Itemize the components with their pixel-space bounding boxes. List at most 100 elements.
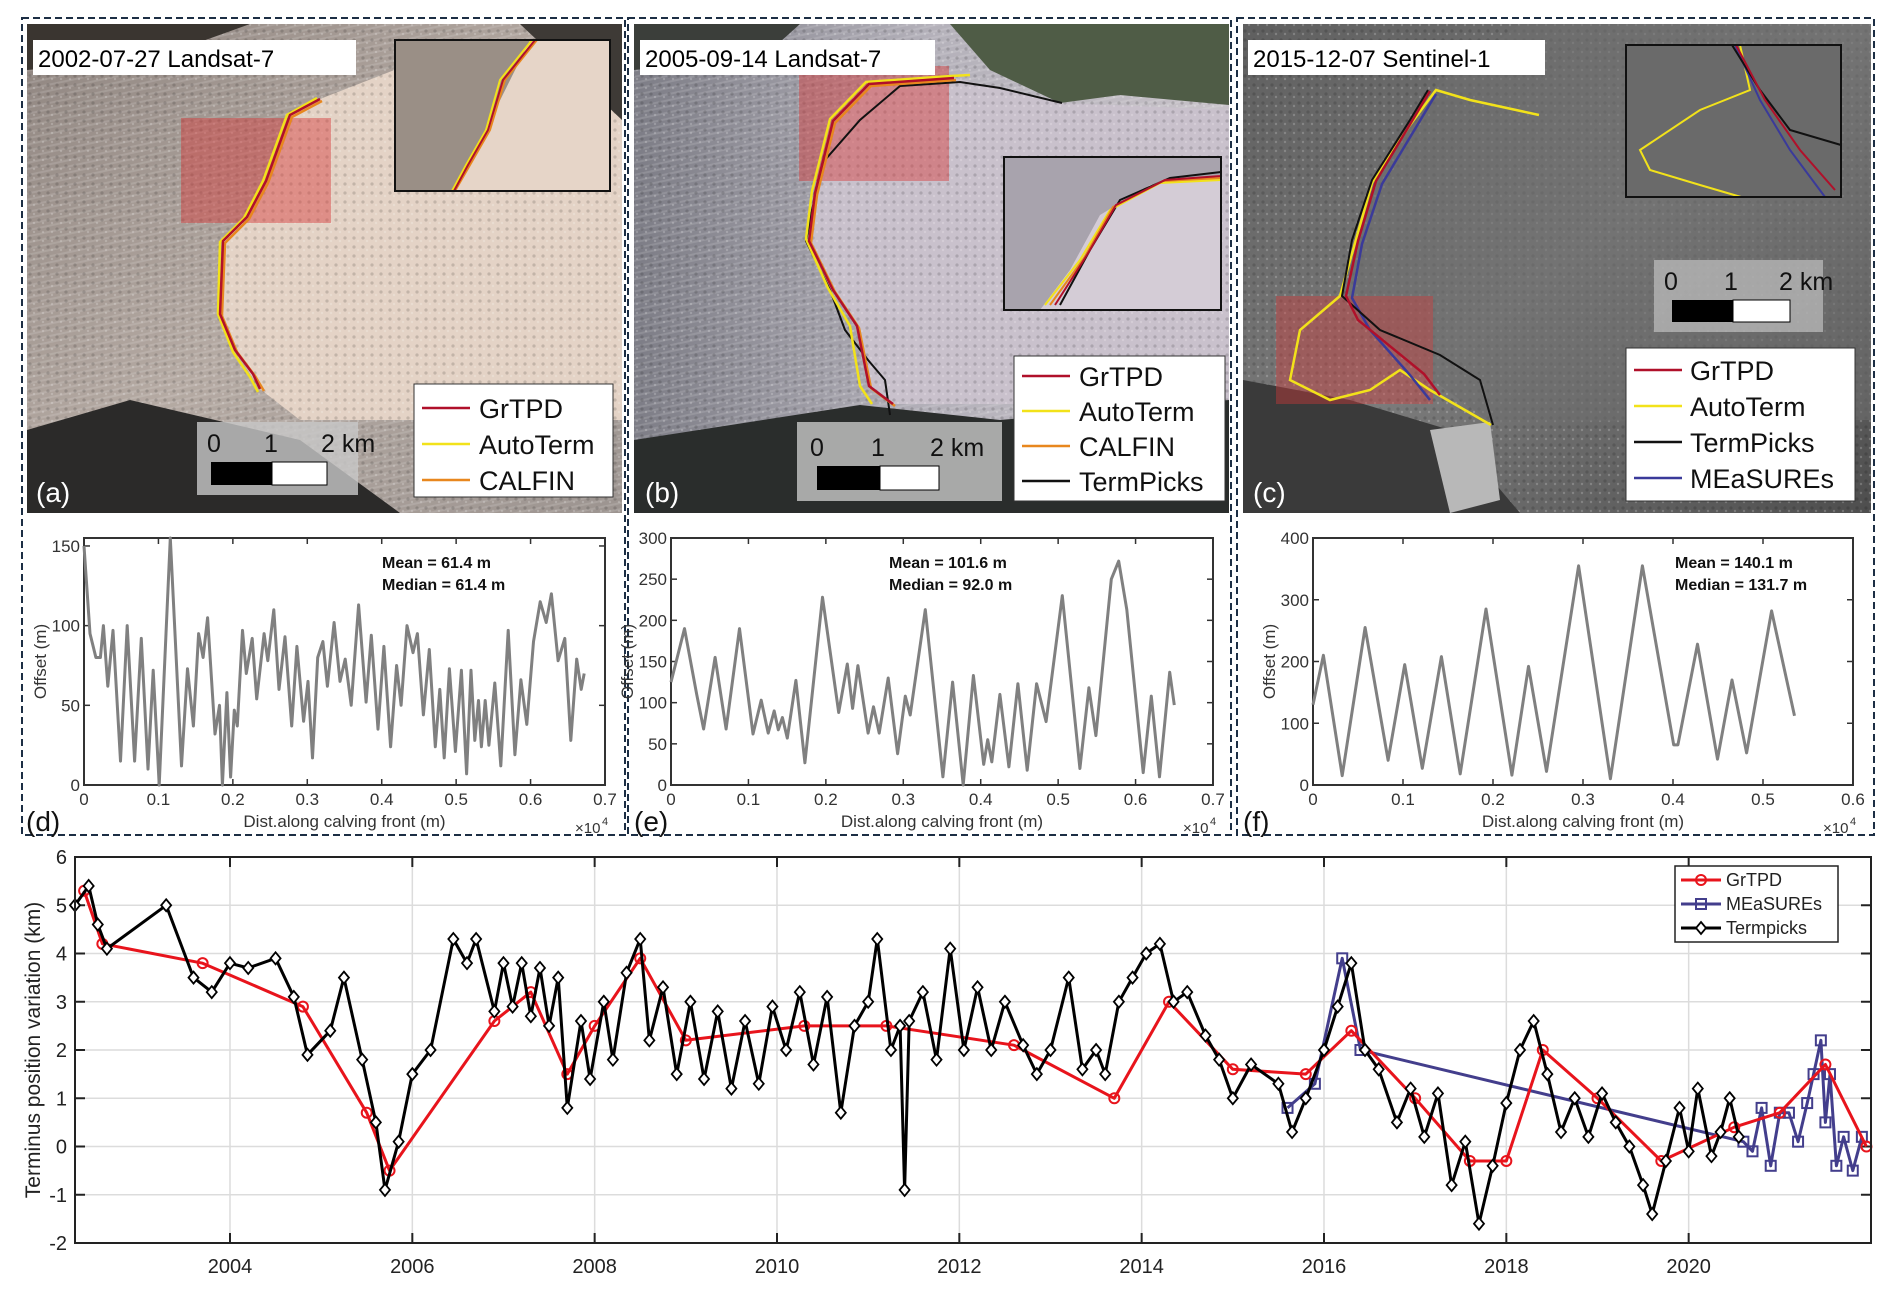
grtpd-marker [1773,1106,1786,1119]
measures-marker [1801,1097,1814,1110]
termpicks-marker [957,1042,971,1058]
termpicks-marker [82,878,95,894]
termpicks-marker [301,1047,314,1063]
termpicks-marker [1646,1206,1659,1222]
termpicks-marker [406,1066,419,1082]
mean-annotation: Mean = 140.1 m [1675,555,1793,572]
mean-annotation: Mean = 61.4 m [382,555,491,572]
svg-text:1: 1 [871,434,885,462]
termpicks-marker [324,1023,337,1039]
termpicks-marker [269,950,282,966]
svg-text:AutoTerm: AutoTerm [1079,397,1195,427]
y-tick-label: 250 [639,570,667,589]
termpicks-marker [766,999,779,1014]
y-tick-label: 0 [658,776,667,795]
x-tick-label: 0.6 [1841,790,1865,809]
y-tick-label: -2 [49,1233,67,1255]
x-tick-label: 0.5 [1046,790,1070,809]
offset-chart-d: 0 0.1 0.2 0.3 0.4 0.5 0.6 0.7 0 50 100 150 Dist.alon… [26,536,617,837]
termpicks-marker [1126,970,1139,986]
median-annotation: Median = 61.4 m [382,577,505,594]
y-axis-label: Offset (m) [1260,624,1279,699]
mean-annotation: Mean = 101.6 m [889,555,1007,572]
termpicks-marker [1331,999,1344,1014]
termpicks-marker [1390,1114,1404,1130]
termpicks-marker [488,1003,501,1019]
y-axis-label: Offset (m) [618,624,637,699]
termpicks-marker [820,989,834,1005]
legend-c: GrTPD AutoTerm TermPicks MEaSUREs [1625,347,1856,502]
x-tick-label: 0.6 [519,790,543,809]
y-tick-label: 6 [56,847,67,869]
termpicks-marker [670,1066,683,1082]
termpicks-marker [1089,1042,1103,1058]
termpicks-marker [711,1003,724,1019]
svg-text:1: 1 [1724,268,1738,296]
termpicks-marker [985,1042,998,1058]
measures-marker [1855,1130,1868,1143]
measures-marker [1764,1159,1777,1172]
scale-bar-b: 0 1 2 km [797,422,1002,501]
measures-marker [1336,952,1349,965]
legend-label-termpicks: Termpicks [1726,918,1807,938]
panel-frame-c [1236,17,1875,836]
x-axis-label: Dist.along calving front (m) [1482,812,1684,831]
termpicks-marker [1541,1066,1554,1082]
termpicks-marker [460,955,474,971]
panel-label-c: (c) [1253,477,1286,508]
termpicks-marker [1212,1052,1226,1068]
x-exponent-superscript: 4 [1210,816,1216,828]
panel-frame-a [21,17,626,836]
inset-map-a [394,39,611,192]
legend-a: GrTPD AutoTerm CALFIN [413,383,614,498]
panel-label-a: (a) [36,477,70,508]
x-exponent-label: ×10 [1183,820,1208,837]
y-tick-label: 50 [648,735,667,754]
termpicks-marker [1636,1177,1650,1193]
x-tick-label: 0.7 [593,790,617,809]
termpicks-marker [1153,936,1167,952]
termpicks-marker [533,960,547,976]
y-tick-label: 2 [56,1040,67,1062]
termpicks-marker [620,965,633,981]
x-tick-label: 0.6 [1124,790,1148,809]
termpicks-marker [1044,1042,1057,1058]
svg-text:GrTPD: GrTPD [1690,356,1774,386]
termpicks-marker [656,979,670,995]
termpicks-marker [1317,1042,1331,1058]
svg-text:GrTPD: GrTPD [1079,362,1163,392]
termpicks-marker [684,994,697,1010]
legend-label-measures: MEaSUREs [1726,894,1822,914]
termpicks-marker [1723,1090,1736,1106]
legend: GrTPD MEaSUREs Termpicks [1674,865,1839,943]
y-tick-label: 0 [1300,776,1309,795]
x-tick-label: 2012 [937,1256,982,1278]
termpicks-marker [1445,1177,1458,1193]
y-tick-label: 100 [52,617,80,636]
termpicks-marker [998,994,1012,1010]
y-tick-label: 300 [639,529,667,548]
date-text-c: 2015-12-07 Sentinel-1 [1253,46,1491,73]
legend-label-grtpd: GrTPD [1726,870,1782,890]
termpicks-marker [861,994,875,1010]
termpicks-marker [378,1182,392,1198]
x-tick-label: 0.1 [1391,790,1415,809]
measures-marker [1837,1130,1850,1143]
series-termpicks [68,878,1745,1232]
legend-b: GrTPD AutoTerm CALFIN TermPicks [1013,355,1226,502]
termpicks-marker [337,970,351,986]
date-label-b: 2005-09-14 Landsat-7 [640,40,935,75]
termpicks-marker [515,955,528,971]
legend-marker-termpicks [1694,920,1708,936]
grtpd-marker [296,1000,309,1013]
measures-marker [1755,1101,1768,1114]
terminus-timeseries-chart: -2 -1 0 1 2 3 4 5 6 2004 2006 2008 2010 2012 2014 2016 2… [22,847,1873,1278]
termpicks-marker [1062,970,1075,986]
termpicks-marker [552,970,565,986]
grtpd-marker [1108,1092,1121,1105]
x-tick-label: 2018 [1484,1256,1529,1278]
scale-bar-c: 0 1 2 km [1654,260,1833,332]
termpicks-marker [356,1052,369,1068]
grtpd-marker [1500,1154,1513,1167]
y-tick-label: 1 [56,1088,67,1110]
